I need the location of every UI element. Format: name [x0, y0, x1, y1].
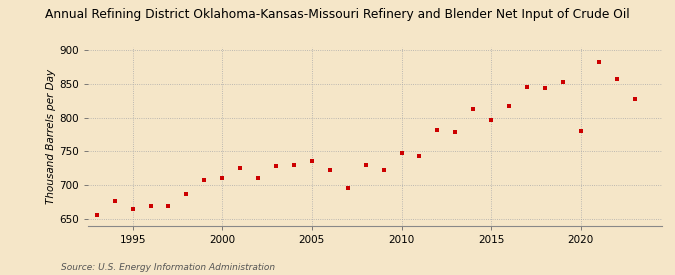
Point	[342, 186, 353, 190]
Point	[306, 159, 317, 163]
Point	[288, 163, 299, 167]
Point	[109, 198, 120, 203]
Text: Annual Refining District Oklahoma-Kansas-Missouri Refinery and Blender Net Input: Annual Refining District Oklahoma-Kansas…	[45, 8, 630, 21]
Point	[504, 104, 514, 108]
Point	[539, 86, 550, 90]
Point	[593, 60, 604, 64]
Point	[468, 107, 479, 112]
Point	[181, 192, 192, 197]
Point	[558, 80, 568, 84]
Point	[199, 177, 210, 182]
Point	[235, 166, 246, 170]
Point	[432, 128, 443, 132]
Point	[325, 168, 335, 172]
Point	[450, 130, 461, 135]
Point	[629, 97, 640, 101]
Point	[522, 85, 533, 89]
Point	[612, 77, 622, 81]
Y-axis label: Thousand Barrels per Day: Thousand Barrels per Day	[46, 68, 56, 204]
Point	[91, 213, 102, 218]
Point	[360, 163, 371, 167]
Point	[271, 164, 281, 168]
Point	[396, 150, 407, 155]
Point	[127, 207, 138, 211]
Text: Source: U.S. Energy Information Administration: Source: U.S. Energy Information Administ…	[61, 263, 275, 272]
Point	[378, 168, 389, 172]
Point	[575, 129, 586, 133]
Point	[163, 204, 174, 208]
Point	[486, 117, 497, 122]
Point	[414, 154, 425, 158]
Point	[252, 176, 263, 180]
Point	[145, 204, 156, 208]
Point	[217, 175, 227, 180]
